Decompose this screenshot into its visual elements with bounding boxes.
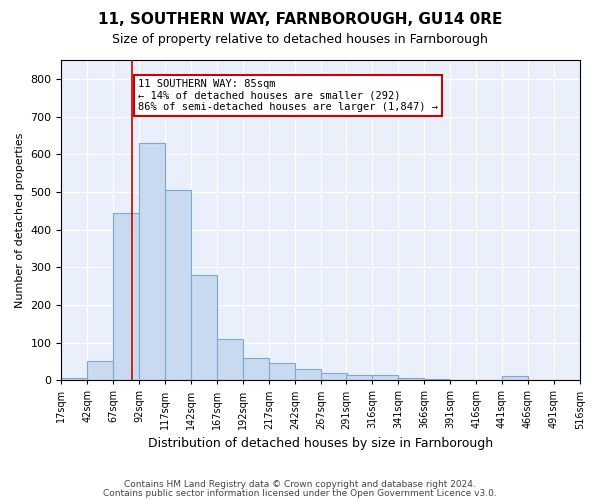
Bar <box>295 369 321 380</box>
Bar <box>166 190 191 380</box>
Bar <box>243 358 269 380</box>
Bar <box>61 378 88 380</box>
Y-axis label: Number of detached properties: Number of detached properties <box>15 132 25 308</box>
Bar <box>113 212 139 380</box>
Bar <box>502 376 528 380</box>
Bar <box>424 379 450 380</box>
Bar <box>372 374 398 380</box>
Bar <box>269 364 295 380</box>
Bar <box>321 372 347 380</box>
Bar <box>139 143 166 380</box>
Bar <box>346 374 372 380</box>
Bar <box>88 362 113 380</box>
Text: Contains HM Land Registry data © Crown copyright and database right 2024.: Contains HM Land Registry data © Crown c… <box>124 480 476 489</box>
Bar <box>191 275 217 380</box>
Text: Size of property relative to detached houses in Farnborough: Size of property relative to detached ho… <box>112 32 488 46</box>
X-axis label: Distribution of detached houses by size in Farnborough: Distribution of detached houses by size … <box>148 437 493 450</box>
Text: 11 SOUTHERN WAY: 85sqm
← 14% of detached houses are smaller (292)
86% of semi-de: 11 SOUTHERN WAY: 85sqm ← 14% of detached… <box>139 79 439 112</box>
Text: 11, SOUTHERN WAY, FARNBOROUGH, GU14 0RE: 11, SOUTHERN WAY, FARNBOROUGH, GU14 0RE <box>98 12 502 28</box>
Bar <box>398 378 424 380</box>
Text: Contains public sector information licensed under the Open Government Licence v3: Contains public sector information licen… <box>103 489 497 498</box>
Bar <box>217 339 243 380</box>
